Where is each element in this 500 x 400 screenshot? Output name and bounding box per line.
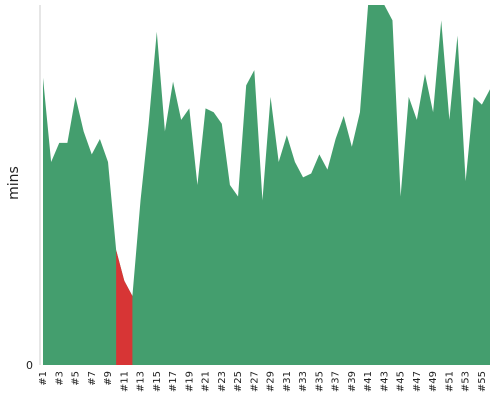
y-tick-labels: 0 <box>26 359 33 372</box>
area-series <box>43 5 490 365</box>
x-tick-label: #53 <box>461 371 472 392</box>
plot-area <box>43 5 490 365</box>
x-tick-label: #5 <box>71 371 82 386</box>
x-tick-label: #21 <box>201 371 212 392</box>
x-tick-label: #49 <box>428 371 439 392</box>
x-tick-label: #3 <box>54 371 65 386</box>
x-tick-label: #51 <box>444 371 455 392</box>
x-tick-label: #37 <box>331 371 342 392</box>
y-tick-label: 0 <box>26 359 33 372</box>
x-tick-label: #35 <box>314 371 325 392</box>
x-tick-label: #31 <box>282 371 293 392</box>
x-tick-label: #1 <box>38 371 49 386</box>
highlighted-area-segment <box>116 250 133 365</box>
x-tick-label: #39 <box>347 371 358 392</box>
x-tick-label: #25 <box>233 371 244 392</box>
x-tick-label: #13 <box>136 371 147 392</box>
x-tick-label: #43 <box>379 371 390 392</box>
x-tick-label: #9 <box>103 371 114 386</box>
x-tick-label: #17 <box>168 371 179 392</box>
x-tick-label: #55 <box>477 371 488 392</box>
x-tick-label: #23 <box>217 371 228 392</box>
x-tick-label: #11 <box>119 371 130 392</box>
y-axis-label: mins <box>6 166 22 200</box>
x-tick-label: #41 <box>363 371 374 392</box>
x-tick-label: #7 <box>87 371 98 386</box>
x-tick-label: #15 <box>152 371 163 392</box>
x-tick-label: #19 <box>184 371 195 392</box>
x-tick-label: #27 <box>249 371 260 392</box>
x-tick-label: #33 <box>298 371 309 392</box>
x-tick-label: #29 <box>266 371 277 392</box>
x-tick-label: #45 <box>396 371 407 392</box>
x-tick-label: #47 <box>412 371 423 392</box>
x-tick-labels: #1 #3 #5 #7 #9 #11 #13 #15 #17 #19 #21 #23 #25 #27 #29… <box>38 371 488 392</box>
